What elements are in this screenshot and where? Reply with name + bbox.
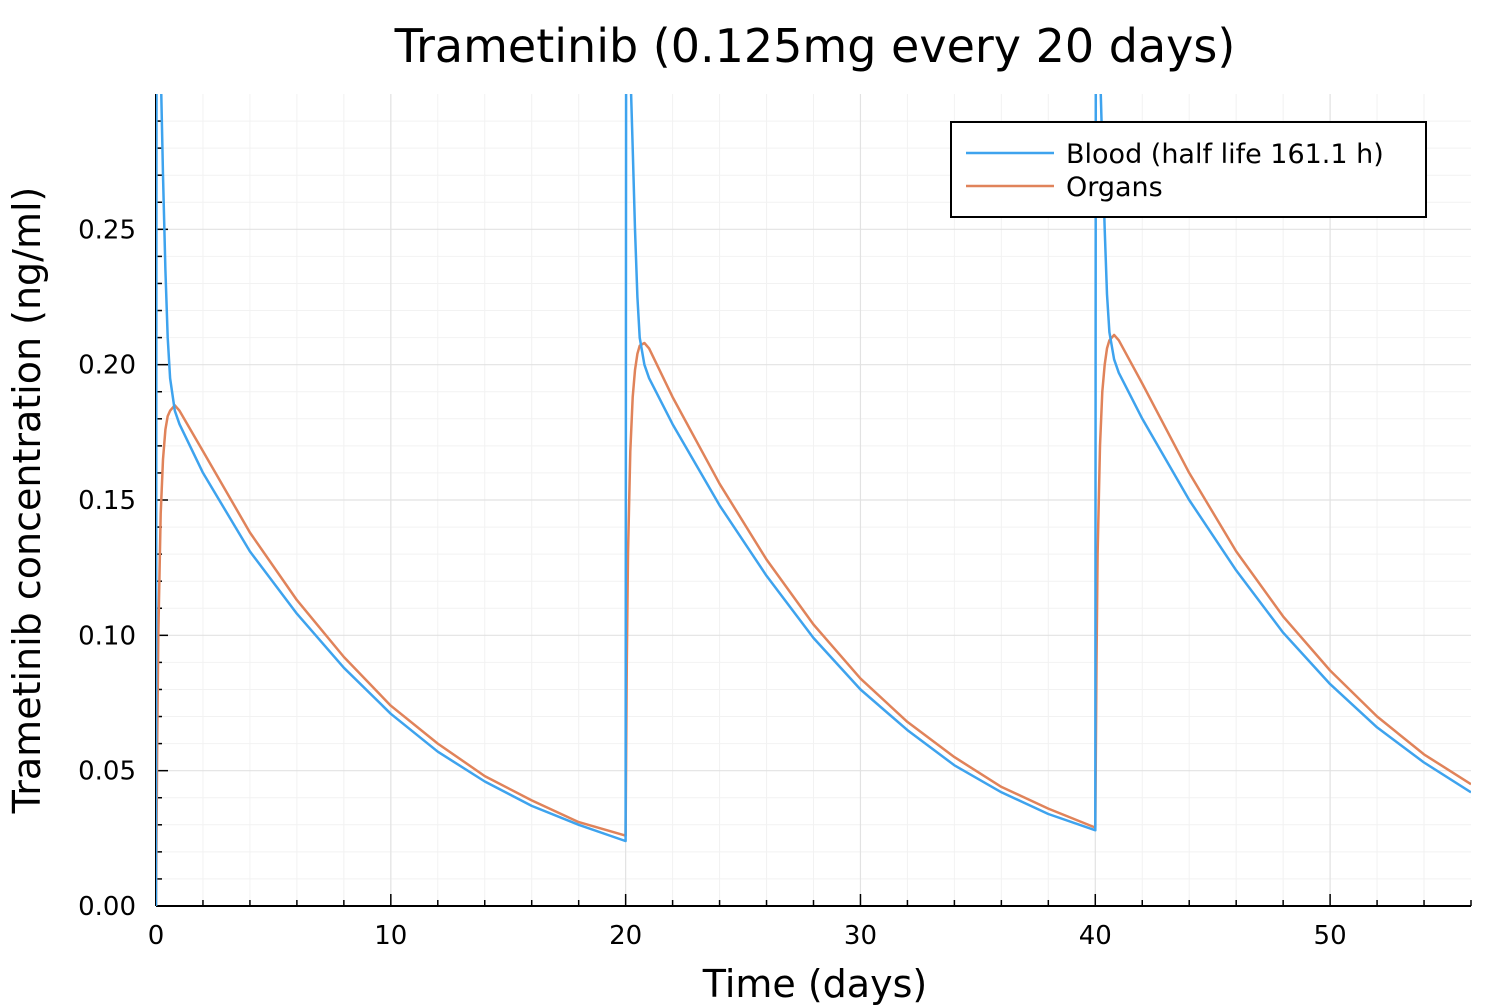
chart-title: Trametinib (0.125mg every 20 days): [394, 19, 1236, 73]
x-tick-label: 20: [609, 921, 642, 951]
series-line-blood: [156, 94, 1471, 906]
y-tick-label: 0.15: [78, 486, 136, 516]
y-tick-label: 0.00: [78, 892, 136, 922]
x-tick-label: 50: [1314, 921, 1347, 951]
legend: Blood (half life 161.1 h) Organs: [950, 121, 1427, 218]
legend-label-blood: Blood (half life 161.1 h): [1066, 139, 1384, 170]
y-ticks: 0.00 0.05 0.10 0.15 0.20 0.25: [78, 120, 168, 922]
y-tick-label: 0.05: [78, 757, 136, 787]
y-axis-label: Trametinib concentration (ng/ml): [5, 187, 49, 815]
y-tick-label: 0.20: [78, 351, 136, 381]
x-ticks: 0 10 20 30 40 50: [148, 894, 1472, 951]
x-tick-label: 40: [1079, 921, 1112, 951]
legend-box: [950, 121, 1427, 218]
series-layer: [156, 94, 1471, 906]
x-tick-label: 30: [844, 921, 877, 951]
y-tick-label: 0.25: [78, 215, 136, 245]
x-tick-label: 0: [148, 921, 165, 951]
series-line-organs: [156, 333, 1471, 906]
x-tick-label: 10: [374, 921, 407, 951]
y-tick-label: 0.10: [78, 621, 136, 651]
x-axis-label: Time (days): [702, 962, 927, 1006]
legend-label-organs: Organs: [1066, 172, 1163, 203]
